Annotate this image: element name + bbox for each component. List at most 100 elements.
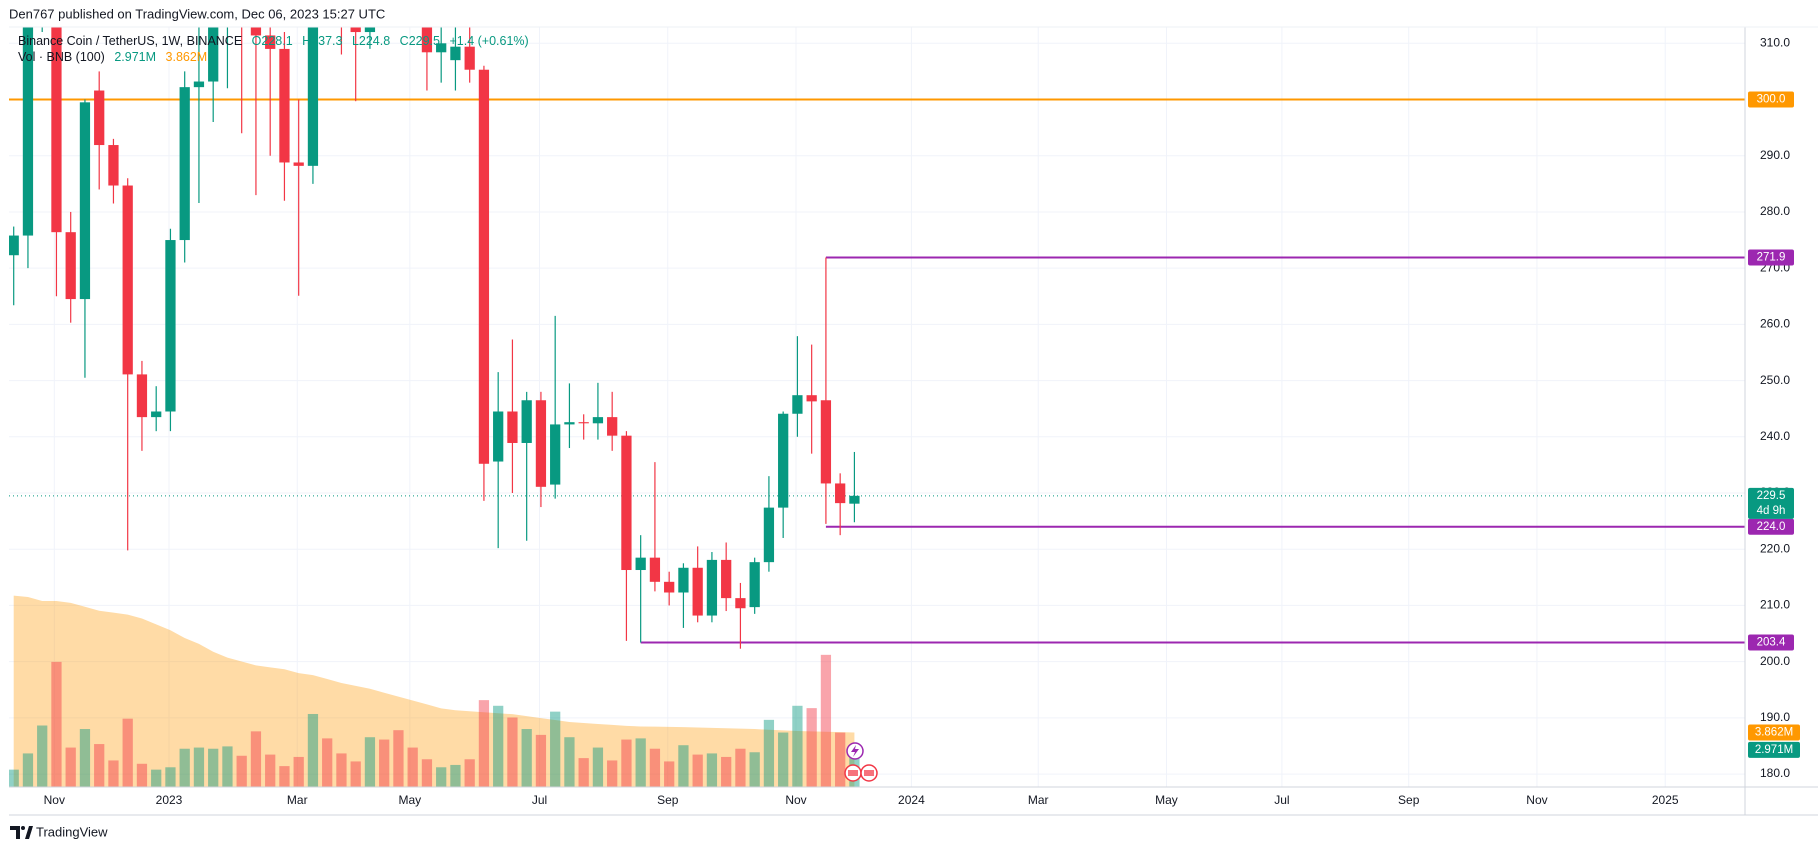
- candle-body: [820, 400, 832, 484]
- legend: Binance Coin / TetherUS, 1W, BINANCE O22…: [18, 34, 529, 64]
- volume-bar: [94, 744, 105, 787]
- volume-bar: [493, 705, 504, 787]
- countdown-label: 4d 9h: [1757, 505, 1786, 517]
- volume-bar: [692, 754, 703, 787]
- volume-bar: [9, 769, 19, 787]
- volume-bar: [664, 761, 675, 787]
- grid: [9, 27, 1745, 787]
- y-tick-label: 250.0: [1760, 373, 1790, 387]
- candle-body: [279, 48, 290, 163]
- candle-body: [735, 598, 746, 609]
- volume-bar: [578, 758, 589, 787]
- ohlc-value: C229.5: [400, 34, 440, 48]
- volume-bar: [65, 747, 76, 787]
- candle-body: [165, 240, 176, 412]
- volume-bar: [79, 729, 91, 787]
- y-tick-label: 210.0: [1760, 598, 1790, 612]
- y-tick-label: 240.0: [1760, 429, 1790, 443]
- candle-body: [649, 557, 661, 582]
- candle-body: [136, 374, 148, 418]
- y-tick-label: 260.0: [1760, 317, 1790, 331]
- volume-bar: [706, 753, 718, 787]
- volume-bar: [393, 730, 404, 787]
- volume-bar: [336, 753, 347, 787]
- symbol: Binance Coin / TetherUS, 1W, BINANCE: [18, 34, 242, 48]
- price-tag: [1748, 249, 1794, 266]
- candle-body: [664, 581, 675, 593]
- candle-body: [806, 395, 817, 402]
- candle-body: [706, 559, 718, 616]
- ohlc-value: L224.8: [352, 34, 390, 48]
- volume-ma-area: [13, 595, 855, 787]
- x-tick-label: 2024: [898, 793, 925, 807]
- volume-bar: [721, 756, 732, 787]
- volume-bar: [307, 713, 319, 787]
- volume-ma-value: 3.862M: [166, 50, 208, 64]
- legend-line: Binance Coin / TetherUS, 1W, BINANCE O22…: [18, 34, 529, 48]
- volume-bar: [621, 739, 632, 787]
- candle-body: [208, 27, 219, 82]
- price-tag: [1748, 91, 1794, 108]
- logo-dot: [21, 826, 25, 830]
- volume-bar: [364, 737, 376, 787]
- volume-bar: [37, 725, 48, 787]
- price-tag-label: 224.0: [1757, 521, 1786, 533]
- volume-bar: [379, 739, 390, 787]
- candle-body: [464, 46, 475, 70]
- volume-name: Vol · BNB (100): [18, 50, 105, 64]
- candle-body: [692, 567, 703, 616]
- publisher-line: Den767 published on TradingView.com, Dec…: [9, 6, 385, 21]
- candle-body: [835, 483, 846, 504]
- candle-body: [350, 27, 361, 33]
- x-tick-label: Nov: [44, 793, 65, 807]
- volume-bar: [806, 708, 817, 787]
- y-tick-label: 180.0: [1760, 766, 1790, 780]
- volume-bar: [293, 756, 304, 787]
- y-tick-label: 190.0: [1760, 710, 1790, 724]
- candle-body: [250, 27, 262, 36]
- volume-bar: [122, 718, 133, 787]
- candle-body: [507, 411, 518, 443]
- volume-bar: [151, 769, 162, 787]
- volume-legend: Vol · BNB (100) 2.971M 3.862M: [18, 50, 207, 64]
- volume-bar: [51, 661, 62, 787]
- x-tick-label: Jul: [532, 793, 547, 807]
- candle-body: [792, 395, 803, 414]
- ohlc-change: +1.4 (+0.61%): [449, 34, 528, 48]
- volume-bar: [778, 732, 789, 787]
- volume-bar: [322, 738, 333, 787]
- volume-bar: [208, 748, 219, 787]
- last-price-label: 229.5: [1757, 490, 1786, 502]
- candle-body: [265, 35, 276, 49]
- volume-bar: [250, 731, 262, 787]
- volume-bar: [236, 755, 247, 787]
- x-tick-label: Nov: [1526, 793, 1547, 807]
- price-tag-label: 271.9: [1757, 252, 1786, 264]
- lightning-glyph: [851, 745, 859, 757]
- last-price-tag: [1748, 487, 1794, 519]
- x-tick-label: Nov: [785, 793, 806, 807]
- candle-body: [635, 557, 646, 571]
- price-tag: [1748, 518, 1794, 535]
- candle-body: [778, 413, 789, 508]
- volume-bar: [792, 705, 803, 787]
- flag-glyph: [864, 770, 874, 776]
- volume-bar: [22, 753, 34, 787]
- candle-body: [22, 27, 34, 236]
- candle-body: [550, 424, 561, 485]
- candle-body: [421, 27, 433, 53]
- candle-body: [94, 90, 105, 146]
- y-tick-label: 290.0: [1760, 148, 1790, 162]
- candle-body: [578, 422, 589, 424]
- candle-body: [293, 162, 304, 166]
- candle-body: [79, 102, 91, 300]
- plot-pane: [9, 27, 1745, 787]
- flag-glyph: [848, 770, 858, 776]
- x-tick-label: Sep: [1398, 793, 1420, 807]
- candle-body: [122, 185, 133, 375]
- volume-bar: [108, 760, 119, 787]
- candle-body: [592, 417, 604, 424]
- volume-bar: [820, 654, 832, 787]
- x-tick-label: Mar: [287, 793, 308, 807]
